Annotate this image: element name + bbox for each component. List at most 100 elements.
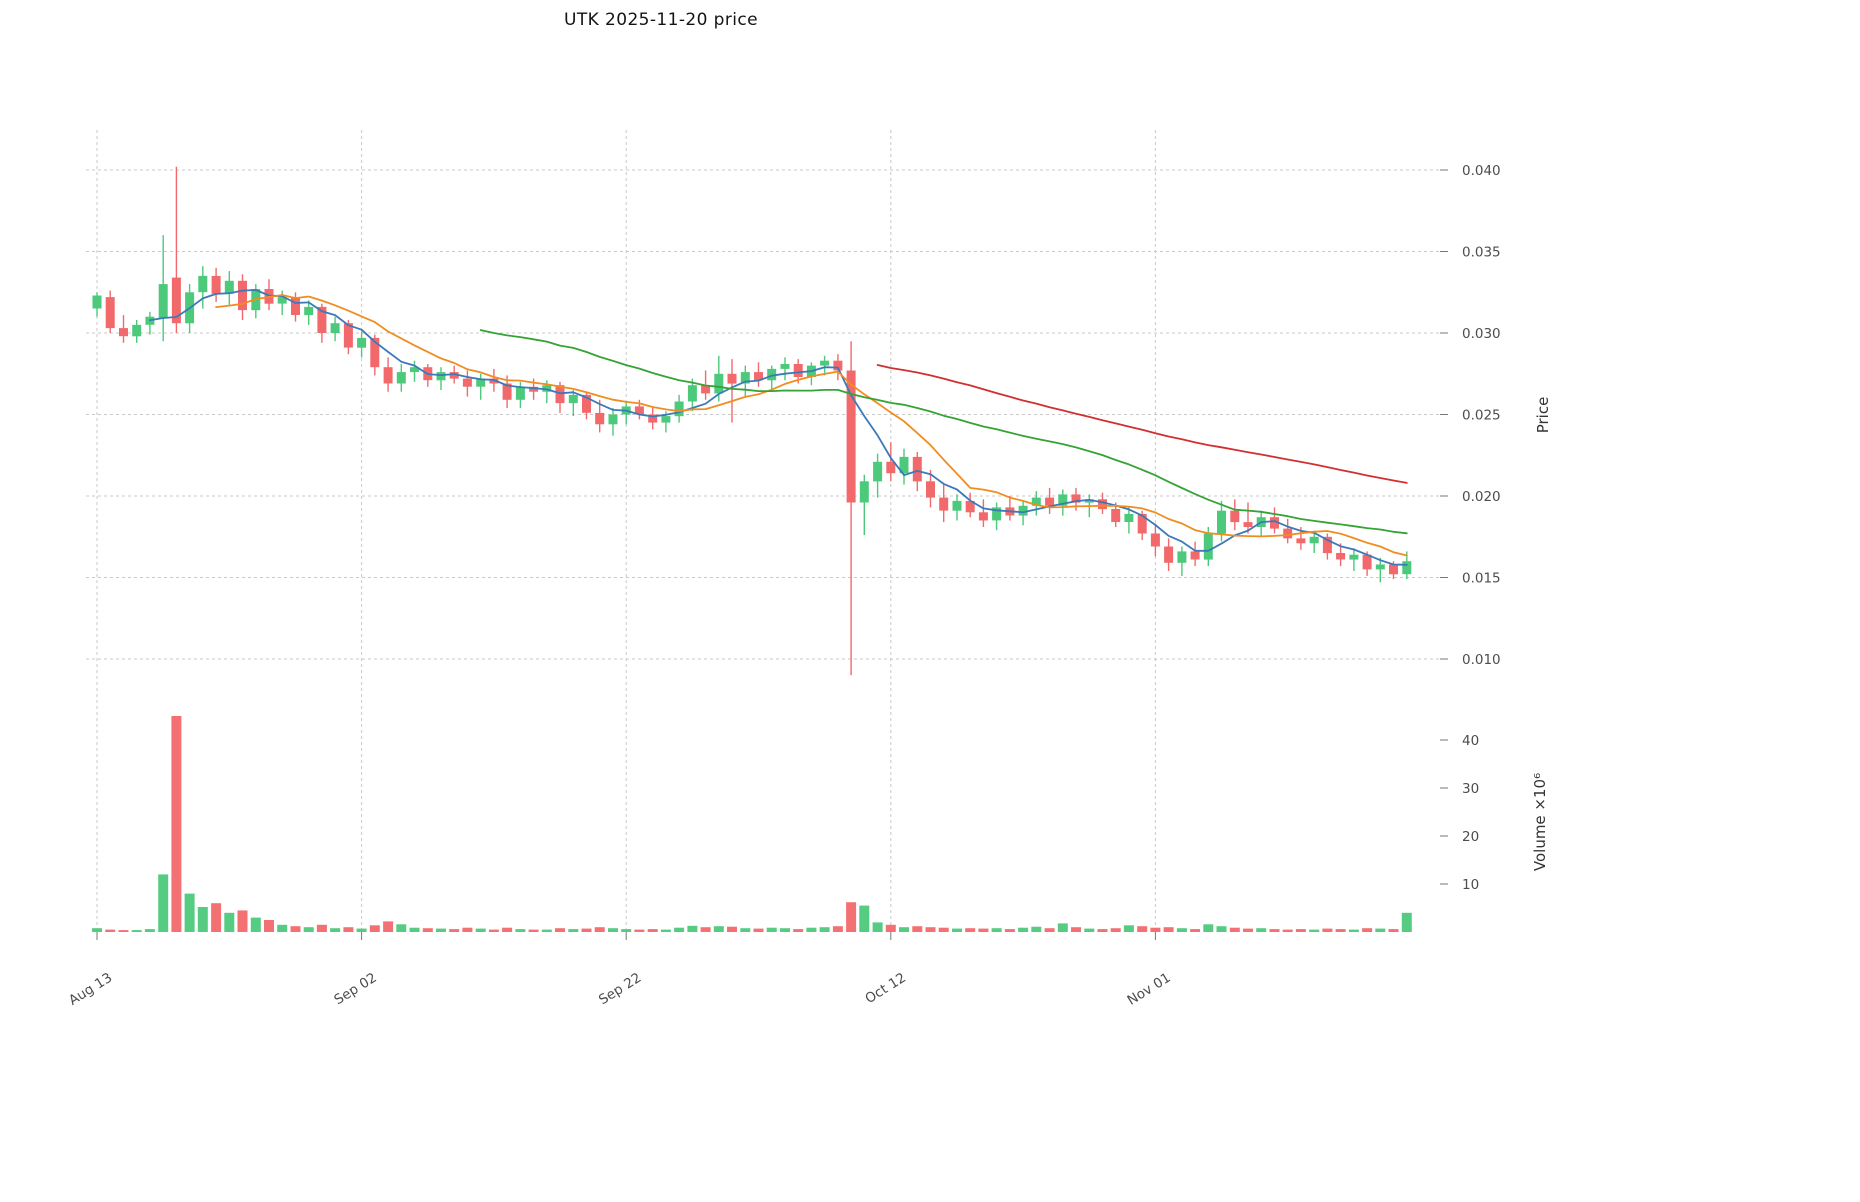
- candle-body: [780, 364, 790, 369]
- candle-body: [1389, 564, 1398, 575]
- candle-body: [449, 372, 459, 379]
- volume-bar: [1004, 929, 1015, 932]
- volume-bar: [1335, 929, 1346, 932]
- volume-bar: [912, 926, 923, 932]
- volume-bar: [1243, 928, 1253, 932]
- candle-body: [1336, 553, 1346, 560]
- candle-body: [1137, 513, 1147, 534]
- candle-body: [515, 386, 525, 400]
- price-tick-label: 0.025: [1462, 408, 1501, 424]
- candle-body: [1296, 538, 1306, 544]
- volume-bar: [899, 927, 909, 932]
- volume-bar: [687, 925, 698, 932]
- candle-body: [224, 280, 234, 294]
- candle-body: [595, 412, 605, 425]
- candle-body: [1111, 509, 1121, 522]
- candle-body: [317, 306, 327, 333]
- volume-bar: [674, 927, 685, 932]
- volume-bar: [264, 920, 274, 932]
- volume-bar: [581, 928, 592, 932]
- volume-bar: [303, 927, 314, 932]
- candle-body: [1045, 497, 1055, 506]
- volume-bar: [885, 924, 896, 932]
- volume-bar: [1190, 929, 1201, 932]
- volume-bar: [330, 928, 341, 932]
- candle-body: [1124, 513, 1134, 522]
- volume-bar: [224, 912, 235, 932]
- candle-body: [714, 373, 724, 394]
- candle-body: [1243, 522, 1253, 527]
- volume-bar: [938, 927, 949, 932]
- volume-bar: [541, 929, 552, 932]
- volume-tick-label: 40: [1462, 733, 1479, 749]
- volume-bar: [1123, 925, 1134, 932]
- volume-bar: [515, 929, 526, 932]
- volume-bar: [978, 928, 989, 932]
- chart-title: UTK 2025-11-20 price: [564, 10, 758, 30]
- volume-bar: [1229, 927, 1240, 932]
- candle-body: [648, 414, 658, 423]
- volume-bar: [383, 921, 394, 932]
- volume-bar: [846, 902, 857, 932]
- candle-body: [820, 360, 830, 366]
- price-tick-label: 0.020: [1462, 489, 1501, 505]
- volume-bar: [1176, 928, 1187, 932]
- volume-bar: [753, 928, 764, 932]
- candle-body: [171, 277, 181, 324]
- volume-tick-label: 20: [1462, 829, 1479, 845]
- volume-bar: [449, 929, 460, 932]
- candle-body: [476, 378, 486, 387]
- volume-bars: [92, 716, 1412, 932]
- candle-body: [1309, 536, 1319, 544]
- volume-bar: [1309, 929, 1320, 932]
- volume-bar: [700, 927, 711, 932]
- x-tick-label: Sep 02: [331, 970, 379, 1008]
- volume-bar: [872, 922, 883, 932]
- volume-bar: [184, 893, 195, 932]
- volume-bar: [1282, 929, 1293, 932]
- candle-body: [1190, 551, 1200, 560]
- volume-bar: [1216, 926, 1227, 932]
- candle-body: [1071, 494, 1081, 503]
- volume-bar: [647, 929, 658, 932]
- candle-body: [1084, 499, 1094, 503]
- candle-body: [754, 372, 763, 381]
- x-tick-label: Nov 01: [1124, 970, 1173, 1009]
- volume-bar: [316, 924, 327, 932]
- candle-body: [1150, 533, 1160, 547]
- candle-body: [661, 416, 671, 423]
- volume-bar: [290, 926, 301, 932]
- candle-body: [1402, 561, 1412, 575]
- volume-bar: [1256, 928, 1267, 932]
- volume-bar: [1031, 926, 1042, 932]
- candle-body: [1362, 554, 1372, 570]
- candle-body: [291, 297, 300, 315]
- candle-body: [1270, 517, 1279, 529]
- volume-bar: [488, 929, 499, 932]
- candle-body: [211, 275, 221, 294]
- candlesticks: [92, 166, 1412, 676]
- volume-bar: [237, 910, 248, 932]
- candle-body: [410, 367, 419, 373]
- volume-bar: [1137, 926, 1148, 932]
- volume-bar: [197, 907, 208, 932]
- candle-body: [370, 337, 380, 368]
- candle-body: [687, 385, 697, 402]
- candle-body: [542, 385, 552, 392]
- candle-body: [343, 323, 353, 348]
- volume-bar: [171, 716, 182, 932]
- volume-bar: [396, 924, 407, 932]
- volume-bar: [92, 928, 102, 932]
- candle-body: [608, 414, 618, 425]
- volume-bar: [422, 928, 433, 932]
- axis-ticks: 0.010 0.015 0.020 0.025 0.030 0.035 0.040 10 20 3…: [66, 163, 1501, 1009]
- volume-bar: [965, 928, 976, 932]
- candle-body: [582, 394, 591, 413]
- price-tick-label: 0.035: [1462, 245, 1501, 261]
- volume-bar: [608, 928, 618, 932]
- price-axis-label: Price: [1534, 397, 1552, 434]
- candle-body: [1164, 546, 1174, 563]
- candle-body: [912, 456, 922, 482]
- volume-bar: [859, 905, 870, 932]
- candle-body: [1031, 497, 1041, 506]
